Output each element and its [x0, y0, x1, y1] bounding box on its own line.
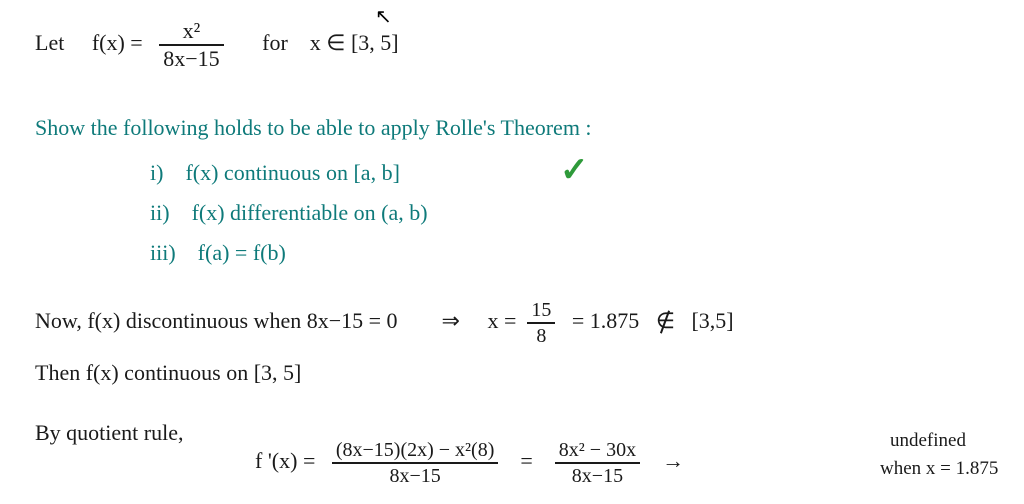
fraction-deriv1: (8x−15)(2x) − x²(8) 8x−15	[332, 440, 499, 486]
undefined-text: undefined	[890, 430, 966, 451]
deriv2-den: 8x−15	[555, 462, 640, 486]
frac158-den: 8	[527, 322, 555, 346]
checkmark-icon: ✓	[560, 150, 589, 190]
roman-i: i)	[150, 160, 163, 185]
line-6: Now, f(x) discontinuous when 8x−15 = 0 ⇒…	[35, 300, 734, 346]
fraction-fx: x² 8x−15	[159, 20, 223, 70]
quotient-rule: By quotient rule,	[35, 420, 183, 445]
text-for: for	[262, 30, 288, 55]
line-8d: when x = 1.875	[880, 458, 998, 480]
cond-1: f(x) continuous on [a, b]	[185, 160, 399, 185]
interval-35: [3,5]	[691, 308, 733, 333]
line-5: iii) f(a) = f(b)	[150, 240, 286, 266]
text-domain: x ∈ [3, 5]	[310, 30, 399, 55]
line-3: i) f(x) continuous on [a, b]	[150, 160, 400, 186]
frac-den: 8x−15	[159, 44, 223, 70]
deriv1-num: (8x−15)(2x) − x²(8)	[332, 440, 499, 462]
text-let: Let	[35, 30, 64, 55]
fraction-158: 15 8	[527, 300, 555, 346]
equals-2: =	[520, 448, 532, 473]
text-fx: f(x) =	[92, 30, 143, 55]
line-7: Then f(x) continuous on [3, 5]	[35, 360, 301, 386]
line-8c: undefined	[890, 430, 966, 452]
then-text: Then f(x) continuous on [3, 5]	[35, 360, 301, 385]
line-1: Let f(x) = x² 8x−15 for x ∈ [3, 5]	[35, 20, 399, 70]
roman-ii: ii)	[150, 200, 170, 225]
deriv2-num: 8x² − 30x	[555, 440, 640, 462]
implies-icon: ⇒	[442, 308, 460, 333]
now-text: Now, f(x) discontinuous when 8x−15 = 0	[35, 308, 398, 333]
cond-3: f(a) = f(b)	[198, 240, 286, 265]
notin-icon: ∈	[656, 308, 675, 334]
arrow-icon: →	[662, 448, 684, 473]
x-equals: x =	[487, 308, 516, 333]
line-2: Show the following holds to be able to a…	[35, 115, 592, 141]
frac-num: x²	[159, 20, 223, 44]
line-4: ii) f(x) differentiable on (a, b)	[150, 200, 428, 226]
frac158-num: 15	[527, 300, 555, 322]
deriv1-den: 8x−15	[332, 462, 499, 486]
line-8b: f '(x) = (8x−15)(2x) − x²(8) 8x−15 = 8x²…	[255, 440, 684, 486]
line-8a: By quotient rule,	[35, 420, 183, 446]
roman-iii: iii)	[150, 240, 176, 265]
show-text: Show the following holds to be able to a…	[35, 115, 592, 140]
fprime: f '(x) =	[255, 448, 315, 473]
undefined-when: when x = 1.875	[880, 458, 998, 479]
cond-2: f(x) differentiable on (a, b)	[192, 200, 428, 225]
fraction-deriv2: 8x² − 30x 8x−15	[555, 440, 640, 486]
equals-val: = 1.875	[572, 308, 639, 333]
